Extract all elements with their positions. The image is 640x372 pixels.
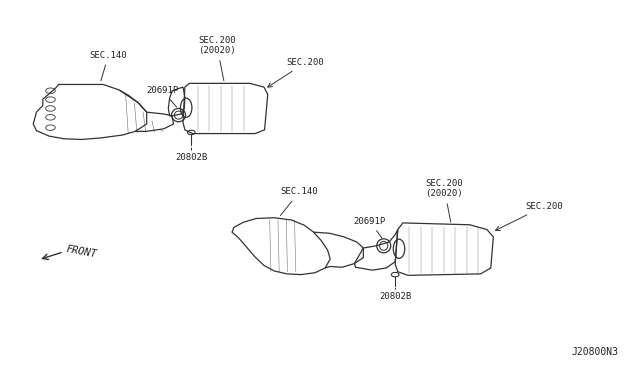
Text: SEC.140: SEC.140 <box>90 51 127 81</box>
Text: SEC.200: SEC.200 <box>495 202 563 230</box>
Text: 20691P: 20691P <box>353 217 386 238</box>
Text: SEC.140: SEC.140 <box>280 187 319 216</box>
Text: 20802B: 20802B <box>379 292 412 301</box>
Text: SEC.200: SEC.200 <box>268 58 324 87</box>
Text: J20800N3: J20800N3 <box>572 347 618 357</box>
Text: 20691P: 20691P <box>146 86 178 107</box>
Text: SEC.200
(20020): SEC.200 (20020) <box>198 36 236 81</box>
Text: SEC.200
(20020): SEC.200 (20020) <box>426 179 463 222</box>
Text: FRONT: FRONT <box>65 244 98 259</box>
Text: 20802B: 20802B <box>175 153 207 162</box>
